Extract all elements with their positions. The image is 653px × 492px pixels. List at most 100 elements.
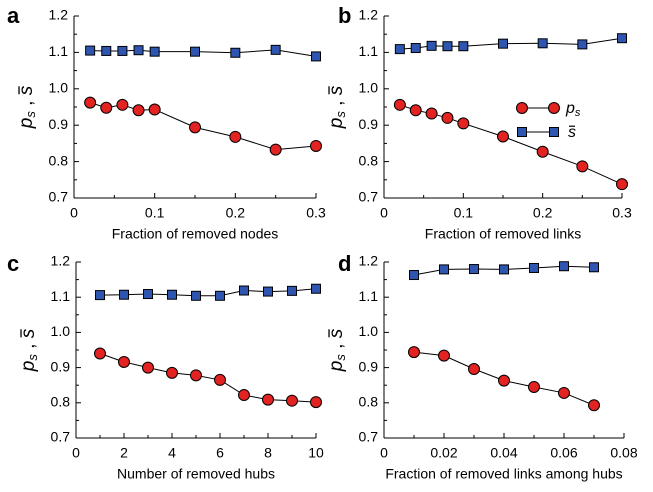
data-point-sbar: [167, 289, 177, 300]
series-line-sbar: [99, 288, 317, 297]
data-point-sbar: [215, 290, 225, 301]
x-tick-label: 0.3: [612, 205, 632, 221]
y-tick-label: 1.1: [359, 288, 379, 304]
data-point-sbar: [394, 44, 405, 55]
data-point-sbar: [190, 46, 200, 57]
x-tick-label: 0.08: [610, 445, 637, 461]
data-point-sbar: [410, 43, 421, 54]
data-point-ps: [536, 145, 549, 158]
svg-text:ps , s: ps , s: [18, 328, 40, 372]
y-tick-label: 0.9: [51, 358, 71, 374]
data-point-sbar: [559, 261, 569, 272]
data-point-sbar: [119, 289, 129, 300]
legend-marker-ps: [548, 102, 560, 114]
y-tick-label: 0.7: [49, 189, 69, 205]
x-tick-label: 0.06: [550, 445, 577, 461]
data-point-sbar: [287, 285, 297, 296]
data-point-ps: [142, 361, 154, 374]
x-axis-label: Fraction of removed links: [425, 226, 581, 242]
data-point-ps: [118, 355, 130, 368]
data-point-sbar: [230, 47, 241, 58]
data-point-ps: [84, 96, 97, 109]
panel-label-d: d: [338, 251, 351, 276]
data-point-ps: [497, 130, 509, 143]
x-tick-label: 0.1: [454, 205, 474, 221]
svg-text:ps , s: ps , s: [326, 328, 348, 372]
y-tick-label: 0.9: [359, 116, 379, 132]
y-tick-label: 1.1: [359, 43, 379, 59]
data-point-ps: [409, 104, 422, 117]
x-tick-label: 0.2: [226, 205, 246, 221]
x-tick-label: 2: [120, 445, 128, 461]
data-point-ps: [498, 374, 510, 387]
svg-text:ps , s: ps , s: [326, 85, 348, 129]
data-point-sbar: [133, 45, 144, 56]
legend-marker-ps: [516, 102, 528, 114]
data-point-ps: [441, 111, 454, 124]
panel-d: d 0.7 0.8 0.9 1.0 1.1 1.2 0 0.02 0.04 0.06 0.08 Frac…: [326, 251, 638, 482]
data-point-ps: [310, 139, 322, 152]
data-point-sbar: [270, 44, 281, 55]
data-point-ps: [189, 121, 201, 134]
data-point-sbar: [617, 33, 627, 44]
y-tick-label: 1.2: [51, 253, 71, 269]
data-point-sbar: [577, 39, 588, 50]
data-point-sbar: [589, 262, 599, 273]
data-point-sbar: [117, 45, 128, 56]
data-point-ps: [393, 98, 406, 111]
x-tick-label: 0.3: [306, 205, 326, 221]
y-tick-label: 1.0: [49, 80, 69, 96]
data-point-ps: [576, 160, 589, 173]
data-point-ps: [438, 349, 450, 362]
y-tick-label: 1.1: [49, 43, 69, 59]
data-point-ps: [166, 366, 178, 379]
data-point-sbar: [498, 38, 508, 49]
data-point-ps: [269, 143, 282, 156]
data-point-sbar: [263, 286, 273, 297]
data-point-ps: [528, 380, 540, 393]
y-tick-label: 0.7: [359, 189, 379, 205]
data-point-ps: [229, 130, 242, 143]
panel-label-c: c: [7, 251, 19, 276]
data-point-ps: [94, 347, 106, 360]
data-point-sbar: [409, 270, 419, 281]
x-tick-label: 4: [168, 445, 176, 461]
data-point-sbar: [469, 264, 479, 275]
x-tick-label: 0: [380, 445, 388, 461]
x-tick-label: 0: [72, 445, 80, 461]
data-point-ps: [286, 394, 298, 407]
data-point-ps: [310, 396, 322, 409]
y-axis-label: ps , s: [326, 328, 348, 372]
panel-label-a: a: [7, 3, 20, 28]
data-point-ps: [238, 389, 250, 402]
y-tick-label: 1.2: [359, 253, 379, 269]
data-point-sbar: [101, 45, 112, 56]
panel-a: a 0.7 0.8 0.9 1.0 1.1 1.2 0 0.1 0.2 0.3 Fraction of…: [7, 3, 326, 242]
y-tick-label: 0.9: [49, 116, 69, 132]
data-point-sbar: [149, 46, 160, 57]
y-axis-label: ps , s: [326, 85, 348, 129]
x-tick-label: 0.2: [533, 205, 553, 221]
legend-label-sbar: s: [568, 124, 576, 141]
x-tick-label: 0: [380, 205, 388, 221]
x-tick-label: 6: [216, 445, 224, 461]
y-tick-label: 0.7: [359, 429, 379, 445]
y-tick-label: 1.0: [359, 323, 379, 339]
y-tick-label: 0.7: [51, 429, 71, 445]
y-tick-label: 1.2: [49, 7, 69, 23]
legend-label-ps: ps: [565, 100, 581, 119]
x-tick-label: 0.02: [430, 445, 457, 461]
data-point-sbar: [143, 289, 153, 300]
y-tick-label: 0.8: [359, 152, 379, 168]
svg-text:ps , s: ps , s: [16, 85, 38, 129]
legend-marker-sbar: [549, 127, 559, 137]
x-tick-label: 8: [264, 445, 272, 461]
y-axis-label: ps , s: [16, 85, 38, 129]
data-point-sbar: [239, 285, 249, 296]
data-point-ps: [616, 178, 628, 191]
data-point-sbar: [311, 283, 321, 294]
x-tick-label: 10: [308, 445, 324, 461]
data-point-ps: [100, 101, 113, 114]
data-point-ps: [214, 373, 226, 386]
